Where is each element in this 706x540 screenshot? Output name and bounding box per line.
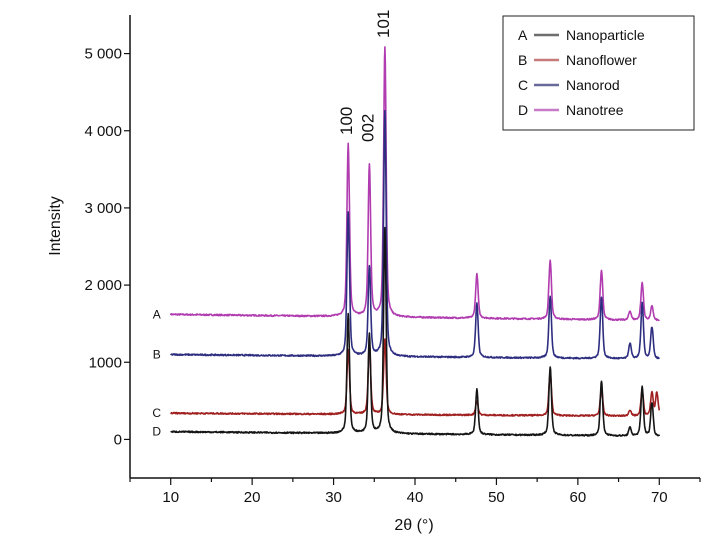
series-line-c [170, 338, 661, 418]
peak-labels: 100 002 101 [337, 10, 393, 142]
trace-label-d: D [152, 425, 161, 439]
y-ticks: 0 1000 2 000 3 000 4 000 5 000 [84, 46, 130, 448]
x-tick-label: 60 [570, 489, 587, 506]
y-tick-label: 1000 [89, 354, 122, 371]
series-line-d [170, 226, 661, 438]
x-tick-label: 50 [488, 489, 505, 506]
x-tick-label: 30 [325, 489, 342, 506]
y-axis-label: Intensity [47, 196, 64, 256]
x-tick-label: 40 [407, 489, 424, 506]
y-tick-label: 2 000 [84, 277, 122, 294]
series-line-b [170, 109, 660, 360]
legend-letter: C [518, 77, 528, 93]
series-group [169, 46, 661, 438]
y-tick-label: 0 [114, 431, 122, 448]
peak-label: 100 [337, 107, 356, 135]
legend-label: Nanoflower [566, 52, 637, 68]
x-axis-label: 2θ (°) [394, 517, 433, 534]
trace-labels: A B CD [152, 307, 161, 438]
peak-label: 002 [358, 114, 377, 142]
peak-label: 101 [374, 10, 393, 38]
series-line-a [169, 46, 660, 322]
legend-label: Nanoparticle [566, 27, 645, 43]
trace-label-c: C [152, 406, 161, 420]
legend-letter: D [518, 102, 528, 118]
y-tick-label: 5 000 [84, 46, 122, 63]
y-tick-label: 4 000 [84, 123, 122, 140]
legend-items: A Nanoparticle B Nanoflower C Nanorod D Nanotre… [518, 27, 645, 118]
trace-label-a: A [153, 307, 161, 321]
legend-label: Nanotree [566, 102, 624, 118]
legend-letter: B [518, 52, 527, 68]
legend-letter: A [518, 27, 528, 43]
legend-label: Nanorod [566, 77, 620, 93]
x-tick-label: 10 [162, 489, 179, 506]
trace-label-b: B [153, 348, 161, 362]
x-ticks: 10 20 30 40 50 60 70 [129, 478, 701, 506]
plot-area: 0 1000 2 000 3 000 4 000 5 000 10 20 30 40 50 60 70… [84, 10, 701, 506]
legend: A Nanoparticle B Nanoflower C Nanorod D Nanotre… [502, 15, 695, 131]
y-tick-label: 3 000 [84, 200, 122, 217]
x-tick-label: 20 [244, 489, 261, 506]
x-tick-label: 70 [651, 489, 668, 506]
